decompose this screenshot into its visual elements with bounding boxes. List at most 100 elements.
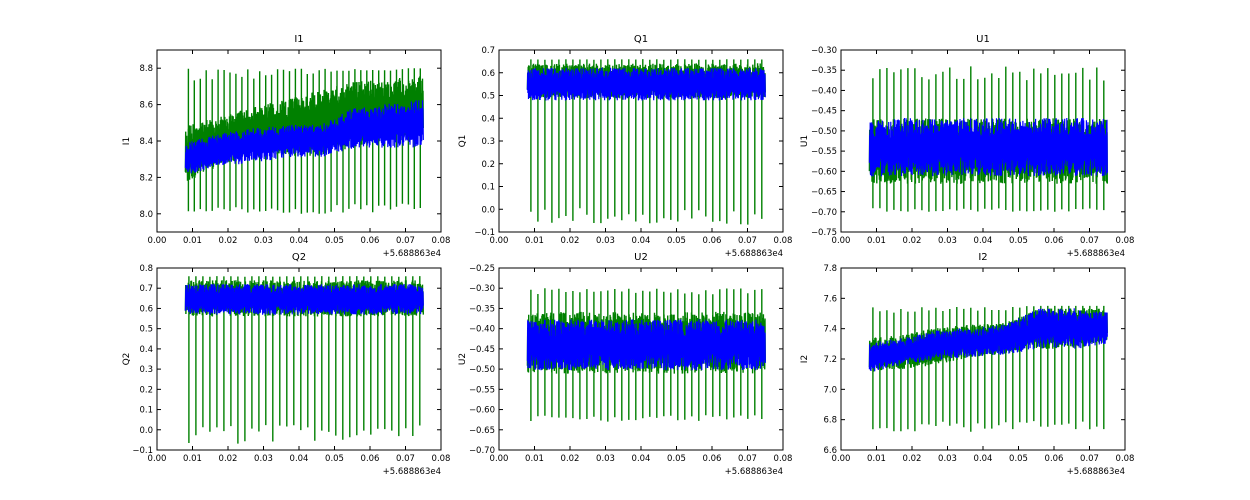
subplot-i2: 0.00 0.01 0.02 0.03 0.04 0.05 0.06 0.07 0.08 6.6 6… [800,252,1134,477]
x-offset-label: +5.688863e4 [725,467,783,477]
x-tick-label: 0.08 [774,454,793,464]
x-tick-label: 0.00 [490,454,509,464]
series-line-blue [868,117,1108,177]
y-tick-label: −0.40 [469,325,495,335]
series-line-blue [184,283,424,315]
x-tick-label: 0.05 [325,454,344,464]
y-tick-label: −0.1 [474,228,495,238]
y-tick-label: 0.0 [139,426,153,436]
y-tick-label: 6.6 [823,446,837,456]
y-tick-label: 8.8 [139,64,153,74]
x-tick-label: 0.03 [596,454,615,464]
y-tick-label: 8.2 [139,173,153,183]
x-tick-label: 0.03 [938,236,957,246]
y-axis-label: U1 [800,135,810,147]
x-tick-label: 0.03 [596,236,615,246]
subplot-title: Q2 [292,252,306,263]
y-tick-label: −0.30 [469,284,495,294]
y-tick-label: −0.55 [811,147,837,157]
x-tick-label: 0.06 [703,454,722,464]
y-tick-label: −0.25 [469,264,495,274]
x-offset-label: +5.688863e4 [725,249,783,259]
x-tick-label: 0.06 [1045,454,1064,464]
x-tick-label: 0.06 [361,236,380,246]
y-tick-label: −0.45 [811,107,837,117]
y-tick-label: 0.2 [139,385,153,395]
x-tick-label: 0.02 [903,236,922,246]
x-offset-label: +5.688863e4 [1067,249,1125,259]
subplot-title: U2 [634,252,648,263]
x-tick-label: 0.08 [1116,454,1135,464]
y-tick-label: 0.4 [139,345,153,355]
subplot-title: I1 [294,34,303,45]
x-tick-label: 0.08 [432,454,451,464]
x-tick-label: 0.04 [632,454,651,464]
x-tick-label: 0.06 [703,236,722,246]
x-tick-label: 0.06 [361,454,380,464]
x-tick-label: 0.06 [1045,236,1064,246]
x-tick-label: 0.01 [525,454,544,464]
subplot-title: Q1 [634,34,648,45]
y-tick-label: −0.50 [469,365,495,375]
y-tick-label: −0.65 [811,188,837,198]
x-tick-label: 0.04 [290,236,309,246]
y-tick-label: 8.0 [139,210,153,220]
y-tick-label: 0.3 [481,137,495,147]
x-tick-label: 0.01 [183,454,202,464]
x-tick-label: 0.03 [254,236,273,246]
x-tick-label: 0.00 [832,454,851,464]
x-tick-label: 0.02 [219,454,238,464]
y-tick-label: −0.60 [469,406,495,416]
x-tick-label: 0.01 [867,236,886,246]
x-tick-label: 0.07 [738,236,757,246]
x-tick-label: 0.05 [325,236,344,246]
y-tick-label: 7.2 [823,355,837,365]
subplot-i1: 0.00 0.01 0.02 0.03 0.04 0.05 0.06 0.07 0.08 8.0 8… [122,34,450,259]
y-tick-label: 6.8 [823,416,837,426]
y-axis-label: U2 [458,353,468,365]
y-tick-label: −0.55 [469,385,495,395]
y-tick-label: 0.5 [481,92,495,102]
x-tick-label: 0.07 [1080,236,1099,246]
y-tick-label: 0.6 [139,304,153,314]
x-tick-label: 0.07 [396,236,415,246]
y-axis-label: I1 [122,137,132,145]
y-tick-label: 0.6 [481,69,495,79]
y-tick-label: 0.0 [481,205,495,215]
y-tick-label: 7.4 [823,325,837,335]
y-tick-label: 0.2 [481,160,495,170]
x-tick-label: 0.02 [219,236,238,246]
y-tick-label: −0.30 [811,46,837,56]
x-tick-label: 0.03 [938,454,957,464]
y-tick-label: −0.65 [469,426,495,436]
x-tick-label: 0.01 [183,236,202,246]
x-offset-label: +5.688863e4 [383,249,441,259]
x-offset-label: +5.688863e4 [1067,467,1125,477]
y-tick-label: −0.35 [811,66,837,76]
subplot-title: U1 [976,34,990,45]
y-tick-label: −0.45 [469,345,495,355]
y-axis-label: Q2 [122,353,132,366]
y-tick-label: 0.8 [139,264,153,274]
y-tick-label: −0.70 [469,446,495,456]
x-tick-label: 0.08 [774,236,793,246]
y-tick-label: −0.40 [811,86,837,96]
series-line-blue [526,319,766,371]
y-tick-label: 0.4 [481,114,495,124]
subplot-title: I2 [978,252,987,263]
y-tick-label: −0.60 [811,167,837,177]
x-tick-label: 0.05 [667,236,686,246]
x-tick-label: 0.02 [561,454,580,464]
y-axis-label: Q1 [458,135,468,148]
x-tick-label: 0.04 [290,454,309,464]
x-tick-label: 0.05 [1009,236,1028,246]
x-tick-label: 0.07 [396,454,415,464]
x-tick-label: 0.07 [738,454,757,464]
x-tick-label: 0.07 [1080,454,1099,464]
x-tick-label: 0.05 [1009,454,1028,464]
y-tick-label: −0.35 [469,304,495,314]
y-tick-label: −0.75 [811,228,837,238]
x-tick-label: 0.02 [561,236,580,246]
subplot-u1: 0.00 0.01 0.02 0.03 0.04 0.05 0.06 0.07 0.08 −0.7… [800,34,1134,259]
